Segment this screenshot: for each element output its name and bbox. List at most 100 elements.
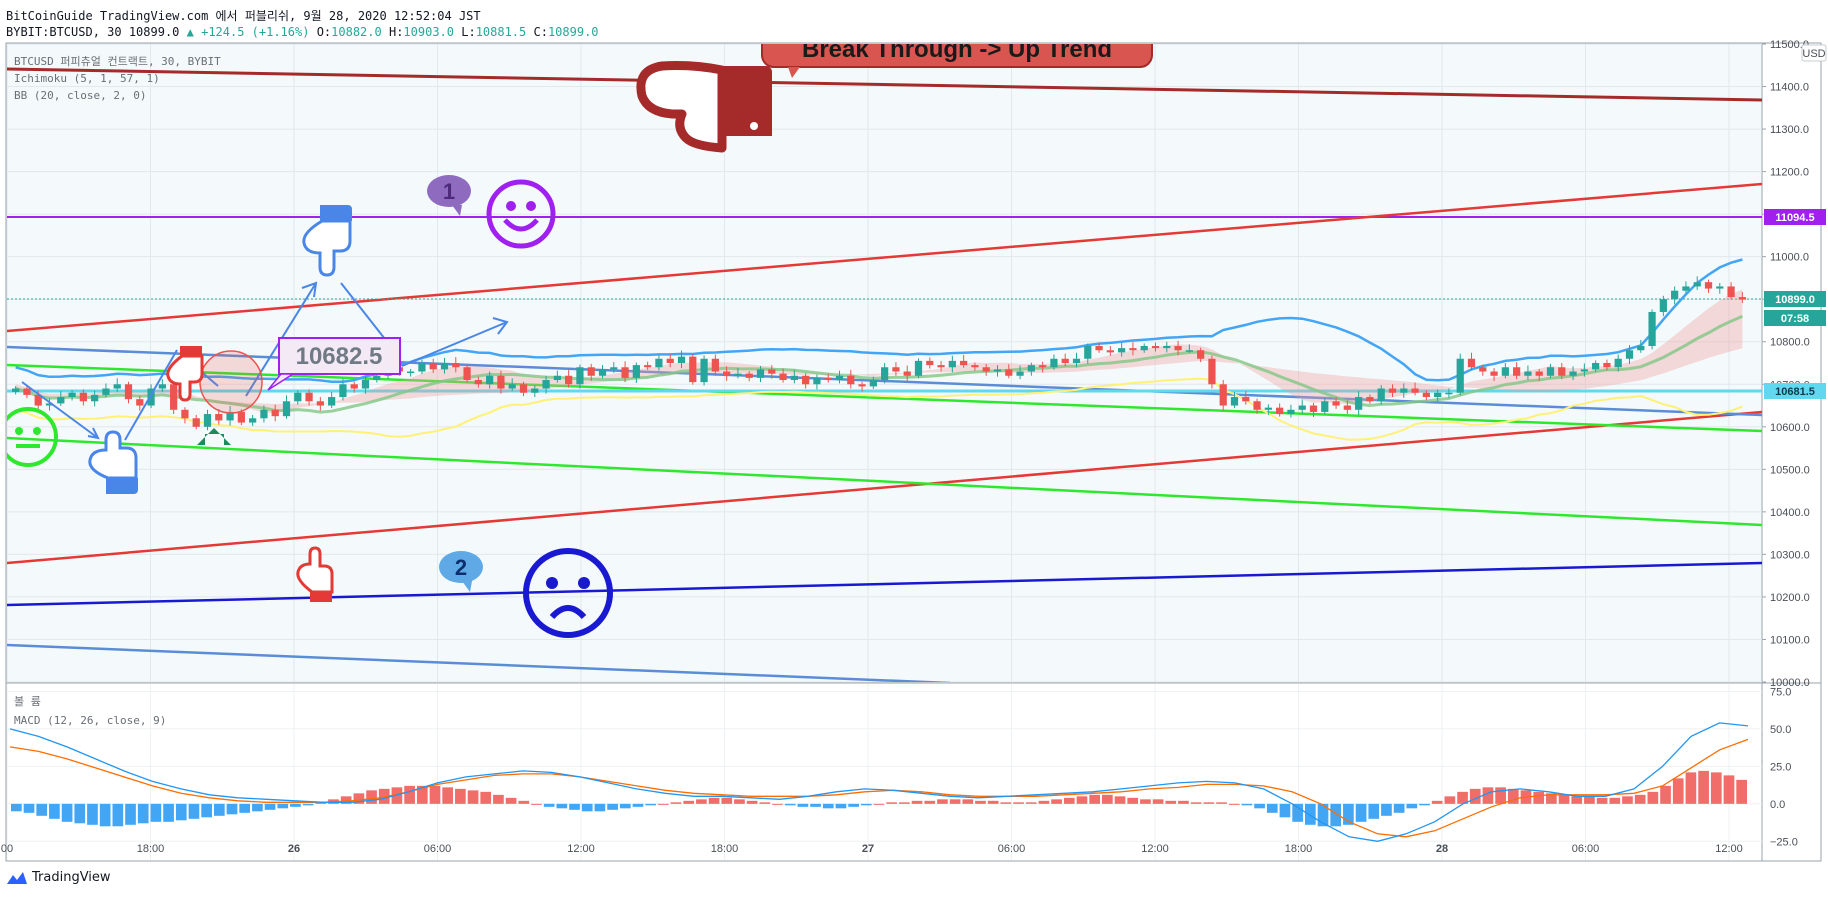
- main-legend: BTCUSD 퍼피츄얼 컨트랙트, 30, BYBIT Ichimoku (5,…: [14, 54, 221, 102]
- highlight-circle: [199, 350, 263, 414]
- macd-histogram-bar: [569, 803, 580, 810]
- price-axis[interactable]: 10000.0 10100.0 10200.0 10300.0 10400.0 10500…: [1762, 39, 1810, 689]
- candle-body: [1118, 348, 1126, 353]
- x-tick-label: 12:00: [567, 843, 595, 855]
- legend-bb[interactable]: BB (20, close, 2, 0): [14, 89, 146, 102]
- macd-histogram-bar: [937, 799, 948, 804]
- macd-histogram-bar: [1102, 794, 1113, 804]
- macd-histogram-bar: [1076, 796, 1088, 804]
- macd-histogram-bar: [252, 803, 263, 812]
- macd-histogram-bar: [1381, 803, 1392, 816]
- macd-histogram-bar: [480, 791, 492, 804]
- macd-layer: [9, 722, 1749, 842]
- purple-level-tag: 11094.5: [1764, 209, 1826, 225]
- macd-volume-label[interactable]: 볼 륨: [14, 695, 41, 708]
- channel-lower-red[interactable]: [7, 410, 1762, 565]
- last-price-tag-text: 10899.0: [1775, 294, 1815, 306]
- candle-body: [1197, 350, 1205, 359]
- bubble-1[interactable]: 1: [427, 175, 471, 216]
- macd-histogram-bar: [1431, 800, 1443, 804]
- candle-body: [756, 369, 765, 378]
- low-label: L:: [461, 25, 476, 39]
- candle-body: [373, 375, 381, 381]
- candle-body: [23, 388, 31, 395]
- macd-histogram-bar: [1216, 802, 1227, 804]
- macd-y-tick-label: 0.0: [1770, 799, 1785, 811]
- candle-body: [598, 369, 607, 376]
- macd-histogram-bar: [1127, 797, 1139, 804]
- banner-callout[interactable]: Break Through -> Up Trend: [761, 33, 1153, 78]
- macd-histogram-bar: [886, 802, 898, 804]
- macd-histogram-bar: [1482, 787, 1494, 804]
- macd-histogram-bar: [543, 803, 555, 807]
- candle-body: [226, 411, 234, 421]
- x-tick-label: 06:00: [998, 843, 1026, 855]
- candle-body: [666, 358, 674, 363]
- open-label: O:: [316, 25, 332, 39]
- resistance-line[interactable]: [7, 67, 1762, 102]
- trendline-green-lower[interactable]: [7, 436, 1762, 527]
- candle-body: [136, 399, 144, 406]
- macd-histogram-bar: [505, 797, 517, 804]
- candle-body: [734, 373, 742, 376]
- symbol-label[interactable]: BYBIT:BTCUSD, 30: [6, 25, 122, 39]
- candle-body: [768, 369, 776, 374]
- macd-histogram-bar: [1710, 772, 1722, 804]
- candle-body: [1479, 367, 1487, 372]
- close-label: C:: [533, 25, 548, 39]
- macd-histogram-bar: [467, 790, 479, 804]
- tradingview-logo[interactable]: TradingView: [6, 870, 111, 885]
- annotation-bubbles: Break Through -> Up Trend 1 2 10682.5: [267, 33, 1153, 592]
- y-tick-label: 10200.0: [1770, 592, 1810, 604]
- candle-body: [824, 377, 832, 381]
- candle-body: [1343, 405, 1351, 410]
- trendline-blue[interactable]: [7, 561, 1762, 607]
- channel-upper-red[interactable]: [7, 182, 1762, 333]
- candle-body: [632, 365, 640, 378]
- countdown-tag-text: 07:58: [1781, 313, 1809, 325]
- macd-histogram-bar: [975, 800, 986, 804]
- candle-body: [1546, 367, 1555, 376]
- trendline-green-upper[interactable]: [7, 363, 1762, 433]
- candle-body: [1309, 405, 1318, 412]
- bubble-2[interactable]: 2: [439, 551, 483, 592]
- candle-body: [881, 367, 889, 381]
- trendline-lower-steelblue[interactable]: [7, 643, 951, 683]
- macd-pane[interactable]: [7, 684, 1762, 860]
- candle-body: [350, 384, 358, 389]
- candle-body: [1614, 358, 1622, 368]
- bubble-1-text: 1: [443, 179, 455, 204]
- macd-y-tick-label: −25.0: [1770, 836, 1798, 848]
- candle-body: [576, 367, 584, 385]
- candle-body: [1603, 363, 1611, 368]
- price-label-box[interactable]: 10682.5: [267, 337, 401, 391]
- candle-body: [158, 384, 166, 389]
- legend-series[interactable]: BTCUSD 퍼피츄얼 컨트랙트, 30, BYBIT: [14, 54, 221, 68]
- macd-legend-label[interactable]: MACD (12, 26, close, 9): [14, 714, 166, 727]
- candle-body: [813, 377, 821, 385]
- candle-body: [1332, 401, 1340, 406]
- candle-body: [1253, 401, 1261, 410]
- candle-body: [91, 394, 99, 402]
- macd-histogram-bar: [201, 803, 212, 818]
- countdown-tag: 07:58: [1764, 310, 1826, 326]
- candle-body: [1580, 369, 1588, 372]
- grid: [6, 43, 1762, 860]
- macd-histogram-bar: [1546, 793, 1557, 804]
- price-change: ▲ +124.5 (+1.16%): [186, 25, 310, 39]
- candle-body: [802, 375, 810, 385]
- candle-body: [34, 394, 42, 406]
- time-axis[interactable]: 00 18:00 26 06:00 12:00 18:00 27 06:00 12:00 18:0…: [1, 843, 1743, 855]
- candle-body: [1242, 397, 1250, 402]
- y-tick-label: 10000.0: [1770, 677, 1810, 689]
- high-value: 10903.0: [403, 25, 454, 39]
- macd-histogram-bar: [1469, 788, 1481, 804]
- macd-histogram-bar: [442, 787, 454, 804]
- macd-axis[interactable]: −25.0 0.0 25.0 50.0 75.0: [1770, 686, 1798, 848]
- candle-body: [203, 414, 212, 427]
- candle-body: [1445, 392, 1453, 395]
- macd-histogram-bar: [784, 803, 796, 806]
- legend-ichimoku[interactable]: Ichimoku (5, 1, 57, 1): [14, 72, 160, 85]
- macd-histogram-bar: [518, 800, 530, 804]
